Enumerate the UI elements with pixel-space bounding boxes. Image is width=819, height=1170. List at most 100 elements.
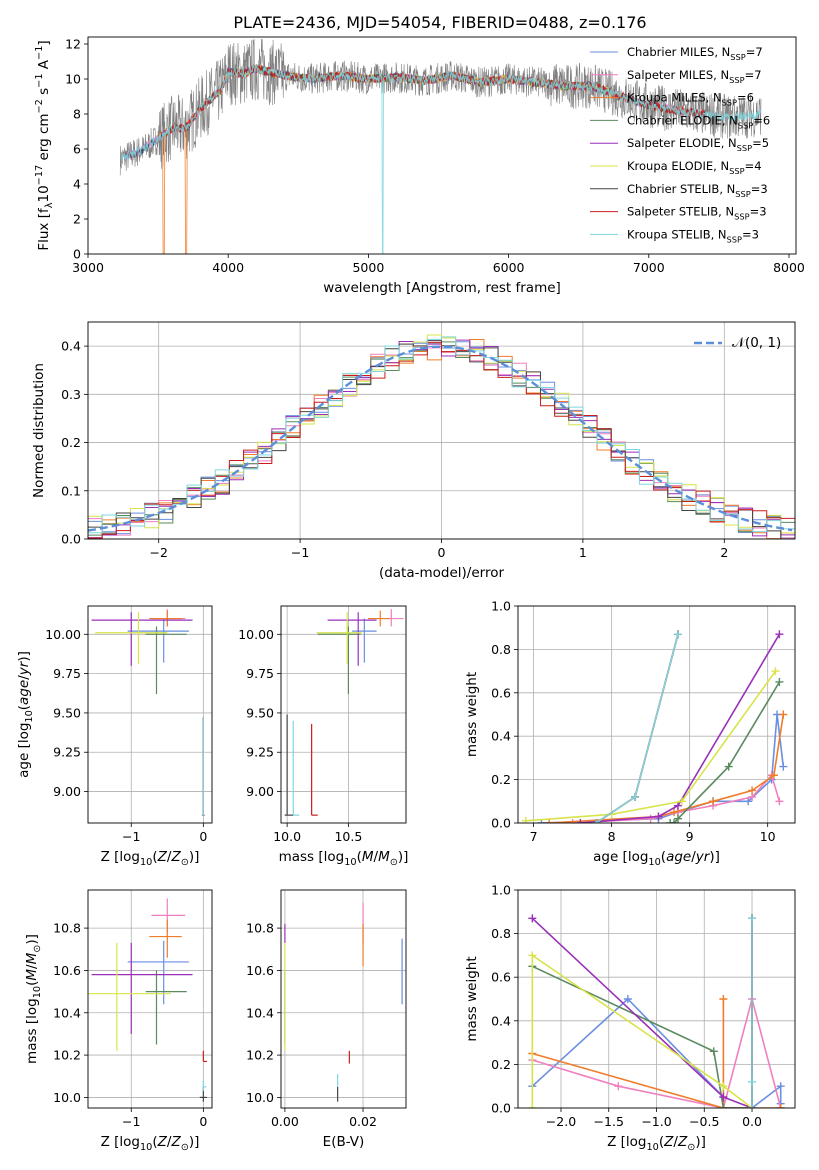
histogram-series: [88, 341, 795, 539]
weight-series: [666, 677, 784, 823]
weight-marker: [719, 995, 728, 1003]
errorbar-point: [316, 612, 362, 665]
x-axis-label: E(B-V): [323, 1134, 365, 1150]
axes-weight_vs_age: 7 8 9 10 0.0 0.2 0.4 0.6 0.8 1.0 age [log10(age/yr…: [464, 599, 795, 868]
y-tick-label: 0.2: [491, 772, 511, 787]
axes-frame: [87, 321, 796, 540]
weight-line: [549, 714, 785, 823]
x-tick-label: 6000: [493, 260, 525, 275]
legend-label: Kroupa MILES, NSSP=6: [627, 91, 754, 108]
y-tick-label: 10.2: [246, 1048, 274, 1063]
weight-marker: [775, 677, 784, 686]
axes-frame: [87, 605, 213, 824]
y-tick-label: 0.4: [491, 729, 511, 744]
x-tick-label: 10.0: [273, 829, 301, 844]
weight-marker: [748, 914, 757, 923]
axes-frame: [517, 605, 796, 824]
y-tick-label: 9.75: [246, 666, 274, 681]
x-axis-label: mass [log10(M/M⊙)]: [279, 849, 409, 868]
errorbar-point: [88, 942, 171, 1051]
legend-label: Kroupa STELIB, NSSP=3: [627, 227, 759, 244]
x-tick-label: −1: [291, 545, 309, 560]
weight-marker: [673, 814, 682, 823]
errorbar-point: [311, 723, 318, 816]
weight-line: [595, 633, 679, 823]
weight-marker: [719, 1082, 728, 1091]
y-tick-label: 0.2: [491, 1057, 511, 1072]
spectrum-model-line: [121, 64, 762, 254]
y-tick-label: 0: [73, 247, 81, 262]
y-tick-label: 0.1: [61, 483, 81, 498]
y-tick-label: 12: [65, 37, 81, 52]
axes-frame: [280, 605, 407, 824]
y-tick-label: 0.8: [491, 642, 511, 657]
y-axis-label: age [log10(age/yr)]: [16, 651, 35, 778]
weight-marker: [528, 1104, 537, 1108]
x-axis-label: age [log10(age/yr)]: [593, 849, 720, 868]
y-tick-label: 10.00: [45, 627, 81, 642]
weight-marker: [670, 819, 679, 823]
x-tick-label: 2: [720, 545, 728, 560]
weight-marker: [709, 797, 718, 806]
weight-marker: [776, 1104, 785, 1108]
y-tick-label: 10: [65, 72, 81, 87]
errorbar-point: [202, 1080, 207, 1092]
legend-label: Salpeter MILES, NSSP=7: [627, 68, 762, 85]
weight-line: [532, 999, 781, 1108]
y-tick-label: 0.6: [491, 685, 511, 700]
weight-marker: [528, 914, 537, 923]
weight-marker: [748, 1104, 757, 1108]
y-axis-label: mass [log10(M/M⊙)]: [24, 934, 43, 1064]
axes-frame: [517, 889, 796, 1109]
plot-area-residuals: [88, 334, 795, 539]
y-tick-label: 9.00: [53, 784, 81, 799]
y-tick-label: 10.4: [246, 1005, 274, 1020]
weight-marker: [775, 797, 784, 806]
x-tick-label: 5000: [352, 260, 384, 275]
legend-label: Salpeter ELODIE, NSSP=5: [627, 136, 769, 153]
y-tick-label: 0.2: [61, 435, 81, 450]
weight-marker: [709, 1047, 718, 1056]
y-axis-label: Flux [fλ10−17 erg cm−2 s−1 A−1]: [34, 40, 55, 250]
weight-marker: [670, 808, 679, 817]
weight-series: [592, 630, 682, 823]
errorbar-point: [151, 609, 186, 627]
y-tick-label: 9.25: [53, 745, 81, 760]
x-tick-label: −1: [122, 1114, 140, 1129]
weight-series: [528, 951, 757, 1108]
weight-series: [521, 667, 780, 823]
weight-marker: [779, 710, 788, 719]
plot-area-age_vs_Z: [91, 609, 205, 816]
y-tick-label: 4: [73, 177, 81, 192]
errorbar-point: [149, 919, 182, 958]
y-tick-label: 6: [73, 142, 81, 157]
weight-marker: [666, 819, 675, 823]
legend-label: Salpeter STELIB, NSSP=3: [627, 205, 767, 222]
x-tick-label: −2.0: [546, 1114, 576, 1129]
x-tick-label: 7: [530, 829, 538, 844]
axes-frame: [280, 889, 407, 1109]
x-axis-label: Z [log10(Z/Z⊙)]: [101, 1134, 200, 1153]
axes-age_vs_mass: 10.0 10.5 9.00 9.25 9.50 9.75 10.00 mass [log10…: [238, 606, 408, 868]
plot-area-age_vs_mass: [284, 609, 404, 816]
legend-label: Chabrier ELODIE, NSSP=6: [627, 113, 770, 130]
weight-line: [525, 670, 777, 822]
y-tick-label: 1.0: [491, 883, 511, 898]
axes-age_vs_Z: −1 0 9.00 9.25 9.50 9.75 10.00 Z [log10(Z/Z⊙)] a…: [16, 606, 212, 868]
plot-area-weight_vs_age: [521, 630, 788, 823]
spectrum-legend: Chabrier MILES, NSSP=7 Salpeter MILES, NS…: [590, 45, 770, 244]
plot-area-spectrum: [119, 38, 762, 254]
y-tick-label: 9.50: [53, 705, 81, 720]
errorbar-point: [95, 612, 168, 665]
x-tick-label: 4000: [212, 260, 244, 275]
weight-marker: [748, 1077, 757, 1086]
plot-area-mass_vs_Z: [88, 898, 207, 1102]
legend-label: 𝒩(0, 1): [732, 335, 781, 351]
residual-legend: 𝒩(0, 1): [694, 335, 781, 351]
weight-line: [532, 995, 782, 1108]
x-tick-label: 8: [608, 829, 616, 844]
legend-label: Kroupa ELODIE, NSSP=4: [627, 159, 762, 176]
weight-marker: [775, 630, 784, 639]
x-tick-label: 1: [579, 545, 587, 560]
y-tick-label: 0.8: [491, 926, 511, 941]
